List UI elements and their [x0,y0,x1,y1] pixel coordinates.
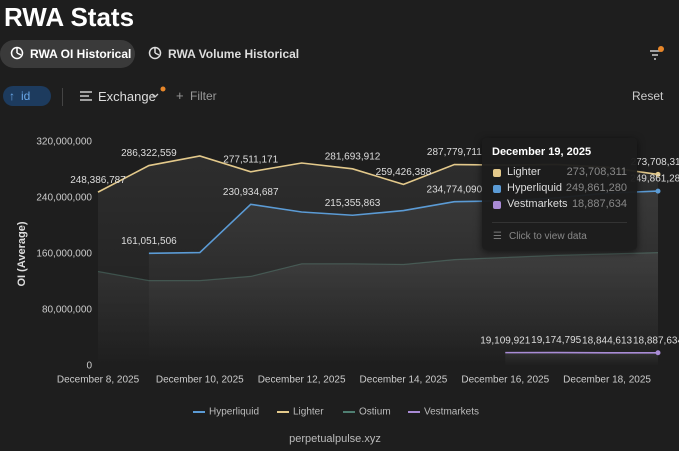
hover-point [655,188,661,194]
tab-label[interactable]: RWA Volume Historical [168,47,300,61]
tooltip-swatch [493,185,501,193]
data-label: 259,426,388 [376,167,432,178]
tooltip-divider [492,222,627,223]
x-tick-label: December 8, 2025 [57,375,140,386]
group-label[interactable]: Exchange [98,89,156,104]
tooltip-value: 18,887,634 [571,198,627,210]
hover-point [655,171,661,177]
data-label: 287,779,711 [427,147,482,158]
divider [62,88,63,106]
legend-label[interactable]: Hyperliquid [209,407,259,418]
tooltip-swatch [493,169,501,177]
data-label: 230,934,687 [223,187,279,198]
x-tick-label: December 10, 2025 [156,375,244,386]
data-label: 215,355,863 [325,198,381,209]
sort-label[interactable]: id [21,89,31,103]
filter-label[interactable]: Filter [190,89,217,103]
y-tick-label: 0 [86,361,92,372]
y-axis-title: OI (Average) [16,221,28,286]
x-tick-label: December 12, 2025 [258,375,346,386]
data-label: 249,861,280 [630,174,679,185]
y-tick-label: 160,000,000 [36,249,92,260]
tooltip-value: 273,708,311 [566,166,627,178]
data-label: 248,386,787 [70,175,126,186]
filter-menu-icon[interactable] [648,46,666,62]
tooltip: December 19, 2025 Lighter 273,708,311 Hy… [482,138,637,250]
legend-label[interactable]: Lighter [293,407,324,418]
sort-arrow: ↑ [9,89,15,103]
tooltip-series: Vestmarkets [507,198,568,210]
page-title: RWA Stats [4,2,135,32]
tab-icon [148,46,162,60]
x-tick-label: December 18, 2025 [563,375,651,386]
y-tick-label: 240,000,000 [36,193,92,204]
filter-plus: + [176,88,184,103]
y-tick-label: 80,000,000 [42,305,92,316]
tooltip-action[interactable]: Click to view data [509,231,587,242]
x-tick-label: December 14, 2025 [360,375,448,386]
data-label: 281,693,912 [325,151,381,162]
data-label: 286,322,559 [121,148,177,159]
tooltip-swatch [493,201,501,209]
sort-chip[interactable] [3,86,51,106]
legend-label[interactable]: Vestmarkets [424,407,479,418]
tooltip-series: Lighter [507,166,541,178]
data-label: 277,511,171 [223,154,278,165]
data-label: 234,774,090 [427,184,483,195]
group-icon [80,91,92,101]
tooltip-title: December 19, 2025 [492,146,592,158]
tooltip-value: 249,861,280 [565,182,627,194]
data-label: 273,708,311 [631,157,679,168]
tab-label[interactable]: RWA OI Historical [30,47,132,61]
legend-label[interactable]: Ostium [359,407,391,418]
data-label: 161,051,506 [121,236,177,247]
reset-button[interactable]: Reset [632,89,664,103]
tab-icon [10,46,24,60]
footer: perpetualpulse.xyz [289,433,381,445]
group-caret [151,86,166,98]
y-tick-label: 320,000,000 [36,137,92,148]
x-tick-label: December 16, 2025 [461,375,549,386]
tooltip-icon: ☰ [493,231,502,242]
tooltip-series: Hyperliquid [507,182,563,194]
